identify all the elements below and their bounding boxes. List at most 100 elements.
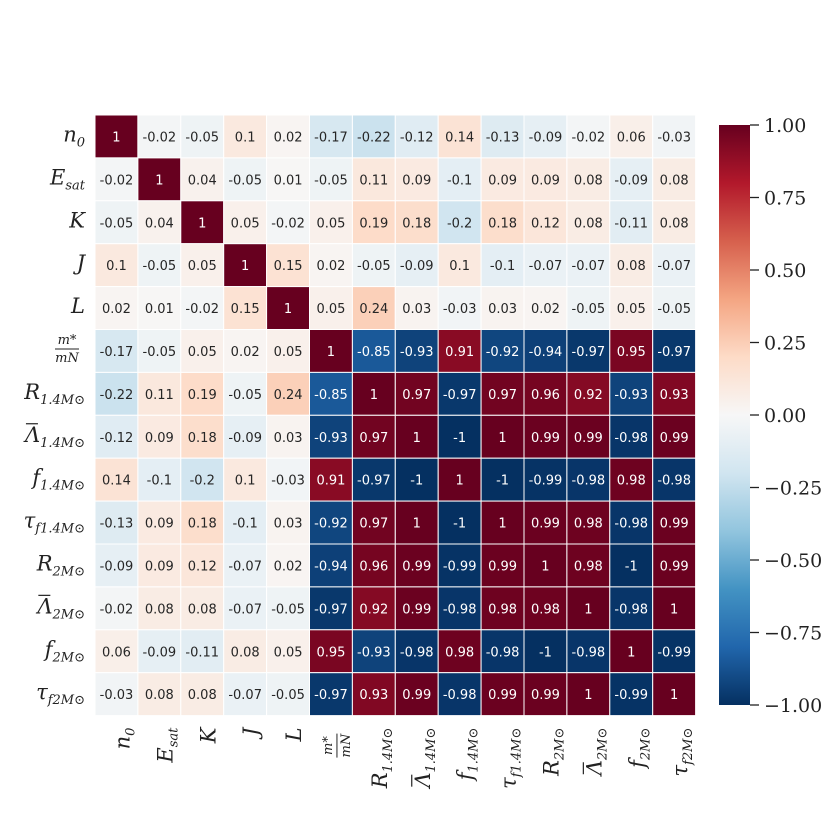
- axis-label-text: f2M⊙: [625, 728, 653, 770]
- axis-label-text: n0: [110, 728, 138, 750]
- cell-value-label: -0.94: [529, 345, 563, 360]
- heatmap-cell: [566, 586, 611, 631]
- cell-value-label: 0.91: [316, 474, 345, 489]
- cell-value-label: 0.98: [488, 602, 517, 617]
- cell-value-label: 0.95: [316, 645, 345, 660]
- cell-value-label: -0.05: [572, 302, 606, 317]
- cell-value-label: 1: [584, 602, 592, 617]
- cell-value-label: -0.22: [100, 388, 134, 403]
- cell-value-label: -0.05: [314, 173, 348, 188]
- cell-value-label: -0.05: [271, 602, 305, 617]
- axis-label-text: J: [239, 726, 263, 740]
- cell-value-label: -0.1: [447, 173, 472, 188]
- axis-label: n0: [63, 122, 85, 150]
- cell-value-label: 0.09: [488, 173, 517, 188]
- cell-value-label: -0.02: [100, 602, 134, 617]
- cell-value-label: -0.03: [100, 688, 134, 703]
- cell-value-label: 0.09: [402, 173, 431, 188]
- heatmap-cell: [309, 457, 353, 502]
- heatmap-cell: [94, 500, 139, 545]
- cell-value-label: 0.97: [359, 517, 388, 532]
- axis-label-text: Esat: [49, 165, 86, 193]
- heatmap-cell: [394, 157, 439, 202]
- cell-value-label: -0.07: [228, 688, 262, 703]
- heatmap-cell: [394, 586, 439, 631]
- axis-label: K: [196, 726, 220, 744]
- heatmap-cell: [437, 414, 482, 459]
- cell-value-label: 0.01: [274, 173, 303, 188]
- heatmap-cell: [394, 243, 439, 288]
- cell-value-label: -0.98: [443, 602, 477, 617]
- heatmap-cell: [437, 200, 482, 245]
- cell-value-label: 0.19: [359, 216, 388, 231]
- cell-value-label: -0.98: [657, 474, 691, 489]
- cell-value-label: 0.99: [574, 431, 603, 446]
- cell-value-label: -0.03: [443, 302, 477, 317]
- cell-value-label: 0.99: [488, 688, 517, 703]
- cell-value-label: -0.09: [100, 559, 134, 574]
- cell-value-label: 0.09: [145, 559, 174, 574]
- heatmap-cell: [480, 414, 525, 459]
- axis-label: J: [239, 726, 263, 740]
- heatmap-cell: [523, 286, 568, 331]
- axis-label: f2M⊙: [43, 637, 85, 665]
- cell-value-label: 1: [456, 474, 464, 489]
- cell-value-label: 0.18: [402, 216, 431, 231]
- axis-label-text: Λ2M⊙: [582, 728, 610, 778]
- cell-value-label: -0.02: [143, 130, 177, 145]
- heatmap-cell: [437, 457, 482, 502]
- axis-label: τf1.4M⊙: [497, 728, 525, 789]
- heatmap-cell: [652, 672, 697, 717]
- axis-label: L: [70, 294, 85, 318]
- cell-value-label: -1: [539, 645, 552, 660]
- cell-value-label: -0.17: [100, 345, 134, 360]
- cell-value-label: 0.99: [660, 517, 689, 532]
- heatmap-cell: [394, 457, 439, 502]
- heatmap-cell: [566, 243, 611, 288]
- heatmap-cell: [609, 157, 654, 202]
- cell-value-label: 0.96: [359, 559, 388, 574]
- heatmap-cell: [652, 157, 697, 202]
- axis-label: R1.4M⊙: [368, 728, 396, 790]
- axis-label-text: R1.4M⊙: [23, 380, 85, 408]
- heatmap-cell: [223, 371, 268, 416]
- axis-label: K: [68, 208, 86, 232]
- axis-label-text: L: [282, 728, 306, 743]
- cell-value-label: 1: [584, 688, 592, 703]
- heatmap-cell: [523, 200, 568, 245]
- cell-value-label: 0.02: [102, 302, 131, 317]
- cell-value-label: -0.1: [232, 517, 257, 532]
- colorbar-tick-label: −0.25: [764, 478, 822, 500]
- cell-value-label: -0.03: [271, 474, 305, 489]
- axis-label: R2M⊙: [36, 551, 85, 579]
- axis-label: Esat: [153, 727, 181, 764]
- heatmap-cell: [309, 243, 353, 288]
- heatmap-cell: [609, 286, 654, 331]
- axis-label-text: K: [68, 208, 86, 232]
- heatmap-cell: [351, 414, 396, 459]
- cell-value-label: 1: [413, 431, 421, 446]
- cell-value-label: 0.99: [402, 688, 431, 703]
- heatmap-cell: [180, 329, 225, 373]
- axis-label: L: [282, 728, 306, 743]
- cell-value-label: 0.09: [145, 517, 174, 532]
- heatmap-cell: [94, 414, 139, 459]
- cell-value-label: 0.99: [531, 688, 560, 703]
- heatmap-cell: [394, 672, 439, 717]
- heatmap-cell: [394, 114, 439, 159]
- cell-value-label: 0.04: [188, 173, 217, 188]
- axis-label-text: R1.4M⊙: [368, 728, 396, 790]
- cell-value-label: -0.99: [614, 688, 648, 703]
- heatmap-cell: [566, 672, 611, 717]
- cell-value-label: 0.02: [274, 130, 303, 145]
- axis-label: R2M⊙: [539, 728, 567, 777]
- heatmap-cell: [652, 414, 697, 459]
- cell-value-label: 0.24: [359, 302, 388, 317]
- heatmap-cell: [180, 243, 225, 288]
- heatmap-cell: [223, 457, 268, 502]
- cell-value-label: -0.98: [614, 517, 648, 532]
- heatmap-cell: [223, 672, 268, 717]
- cell-value-label: -0.97: [314, 688, 348, 703]
- axis-label-text: τf2M⊙: [36, 680, 85, 708]
